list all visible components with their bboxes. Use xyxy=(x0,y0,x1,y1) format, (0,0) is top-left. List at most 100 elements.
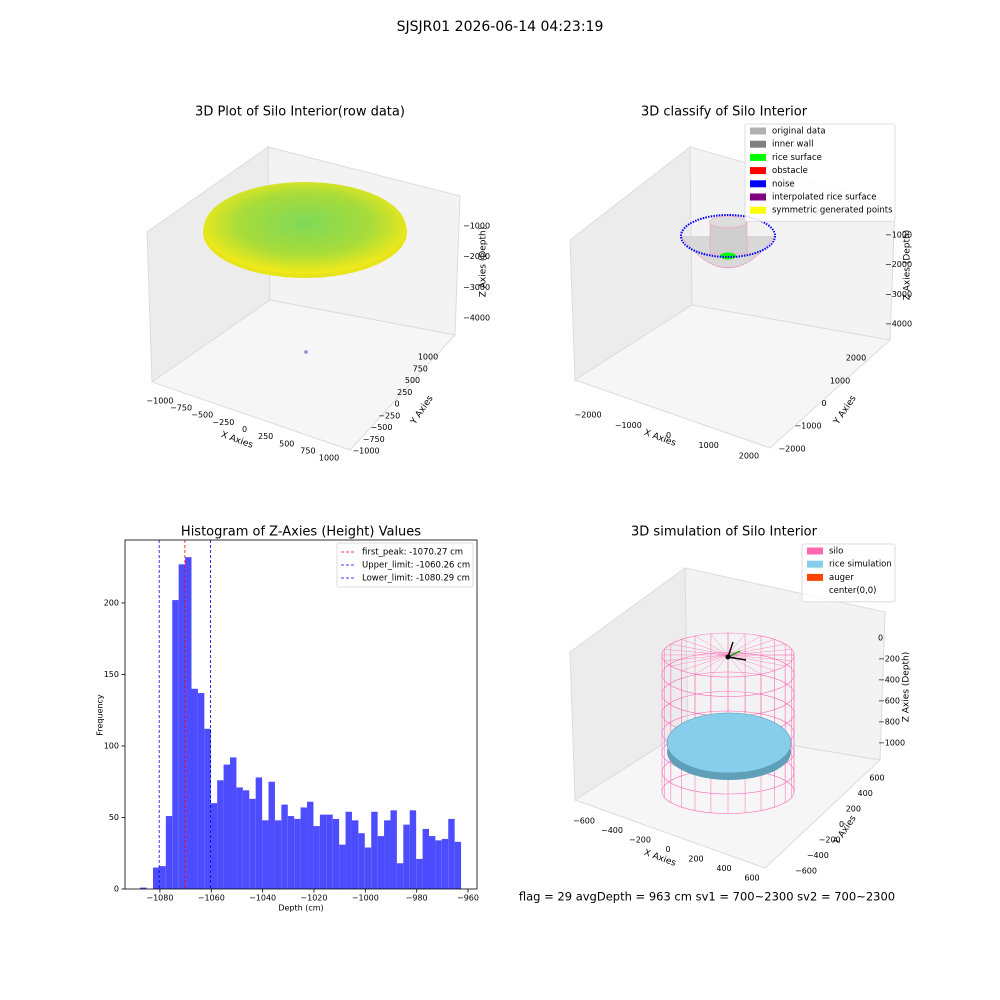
silo-wire xyxy=(670,654,729,667)
silo-wire xyxy=(664,649,729,656)
histogram-bar xyxy=(172,600,179,889)
silo-wire xyxy=(694,654,729,675)
histogram-bar xyxy=(351,820,359,889)
histogram-bar xyxy=(358,833,365,889)
y-tick-label: −600 xyxy=(795,867,817,876)
y-tick-label: 2000 xyxy=(846,354,866,363)
y-tick-label: −200 xyxy=(819,836,841,845)
silo-wire xyxy=(727,643,786,656)
outlier-point xyxy=(304,350,308,354)
x-tick-label: 0 xyxy=(242,425,247,434)
silo-wire xyxy=(670,643,729,656)
legend-swatch xyxy=(750,167,766,175)
legend-swatch xyxy=(807,560,823,568)
histogram-bar xyxy=(428,836,436,889)
histogram-bar xyxy=(332,818,340,889)
x-tick-label: 2000 xyxy=(739,451,759,460)
x-tick-label: −600 xyxy=(573,817,595,826)
axis-label: Z Axies (Depth) xyxy=(902,652,912,723)
x-tick-label: −1000 xyxy=(352,894,379,903)
x-tick-label: −1060 xyxy=(198,894,225,903)
legend-label: inner wall xyxy=(772,140,813,150)
histogram-bar xyxy=(364,847,372,889)
y-tick-label: 500 xyxy=(405,376,420,385)
z-tick-label: −3000 xyxy=(463,283,490,292)
z-tick-label: −1000 xyxy=(878,739,905,748)
x-tick-label: 400 xyxy=(716,864,731,873)
x-tick-label: 750 xyxy=(300,446,315,455)
y-tick-label: 200 xyxy=(104,598,119,607)
silo-wire xyxy=(664,654,729,661)
chart-title: Histogram of Z-Axies (Height) Values xyxy=(181,525,421,540)
legend-swatch xyxy=(750,153,766,161)
histogram-bar xyxy=(307,801,314,889)
histogram-bar xyxy=(191,688,198,889)
z-tick-label: −800 xyxy=(878,718,900,727)
legend-box xyxy=(801,543,896,603)
y-tick-label: 50 xyxy=(109,813,119,822)
axis-label: Z Axies (Depth) xyxy=(479,227,489,298)
histogram-bar xyxy=(255,777,263,889)
axis-pane xyxy=(573,727,882,869)
legend-label: original data xyxy=(772,127,826,137)
histogram-bar xyxy=(140,887,147,889)
inner-wall-top xyxy=(709,215,747,229)
histogram-bar xyxy=(178,564,186,889)
x-tick-label: −750 xyxy=(170,404,192,413)
z-tick-label: −2000 xyxy=(463,252,490,261)
y-tick-label: 600 xyxy=(869,774,884,783)
histogram-bar xyxy=(454,841,462,889)
histogram-bar xyxy=(197,693,205,889)
y-tick-label: −250 xyxy=(378,411,400,420)
x-tick-label: −2000 xyxy=(575,411,602,420)
histogram-bar xyxy=(236,787,243,889)
z-tick-label: −1000 xyxy=(463,222,490,231)
y-tick-label: −500 xyxy=(371,423,393,432)
y-tick-label: 750 xyxy=(413,364,428,373)
y-tick-label: 150 xyxy=(104,670,119,679)
legend-label: Lower_limit: -1080.29 cm xyxy=(362,574,470,584)
legend-label: noise xyxy=(772,179,795,189)
y-tick-label: 400 xyxy=(858,789,873,798)
histogram-bar xyxy=(274,820,282,889)
histogram-bar xyxy=(152,867,160,889)
legend-swatch xyxy=(807,573,823,581)
histogram-bar xyxy=(249,798,256,889)
axis-label: Y Axies xyxy=(409,394,436,428)
z-tick-label: −1000 xyxy=(885,230,912,239)
legend-label: Upper_limit: -1060.26 cm xyxy=(362,561,470,571)
y-axis-label: Frequency xyxy=(96,694,105,736)
x-tick-label: −200 xyxy=(629,836,651,845)
silo-wire xyxy=(727,633,746,656)
histogram-bar xyxy=(390,810,397,889)
histogram-bar xyxy=(441,838,449,889)
legend-label: center(0,0) xyxy=(829,586,877,596)
legend-swatch xyxy=(750,127,766,135)
histogram-bar xyxy=(287,816,295,889)
axis-pane xyxy=(150,299,456,451)
status-text: flag = 29 avgDepth = 963 cm sv1 = 700~23… xyxy=(519,890,895,904)
legend-label: rice simulation xyxy=(829,560,892,570)
silo-wire xyxy=(727,649,792,656)
legend-swatch xyxy=(750,180,766,188)
histogram-bar xyxy=(268,781,275,889)
rice-simulation xyxy=(666,712,792,774)
legend-swatch xyxy=(750,193,766,201)
x-tick-label: −980 xyxy=(406,894,428,903)
legend-label: rice surface xyxy=(772,153,822,163)
legend-box xyxy=(744,123,896,222)
x-tick-label: 0 xyxy=(666,431,671,440)
z-tick-label: −3000 xyxy=(885,290,912,299)
axis-label: Y Axies xyxy=(832,394,859,428)
y-tick-label: 0 xyxy=(114,885,119,894)
z-tick-label: −4000 xyxy=(463,313,490,322)
histogram-bar xyxy=(384,820,391,889)
x-tick-label: 600 xyxy=(744,874,759,883)
x-tick-label: 0 xyxy=(665,845,670,854)
axis-label: X Axies xyxy=(219,430,254,451)
histogram-bar xyxy=(326,814,333,889)
y-tick-label: 200 xyxy=(846,805,861,814)
y-tick-label: −1000 xyxy=(794,422,821,431)
x-tick-label: 200 xyxy=(688,855,703,864)
